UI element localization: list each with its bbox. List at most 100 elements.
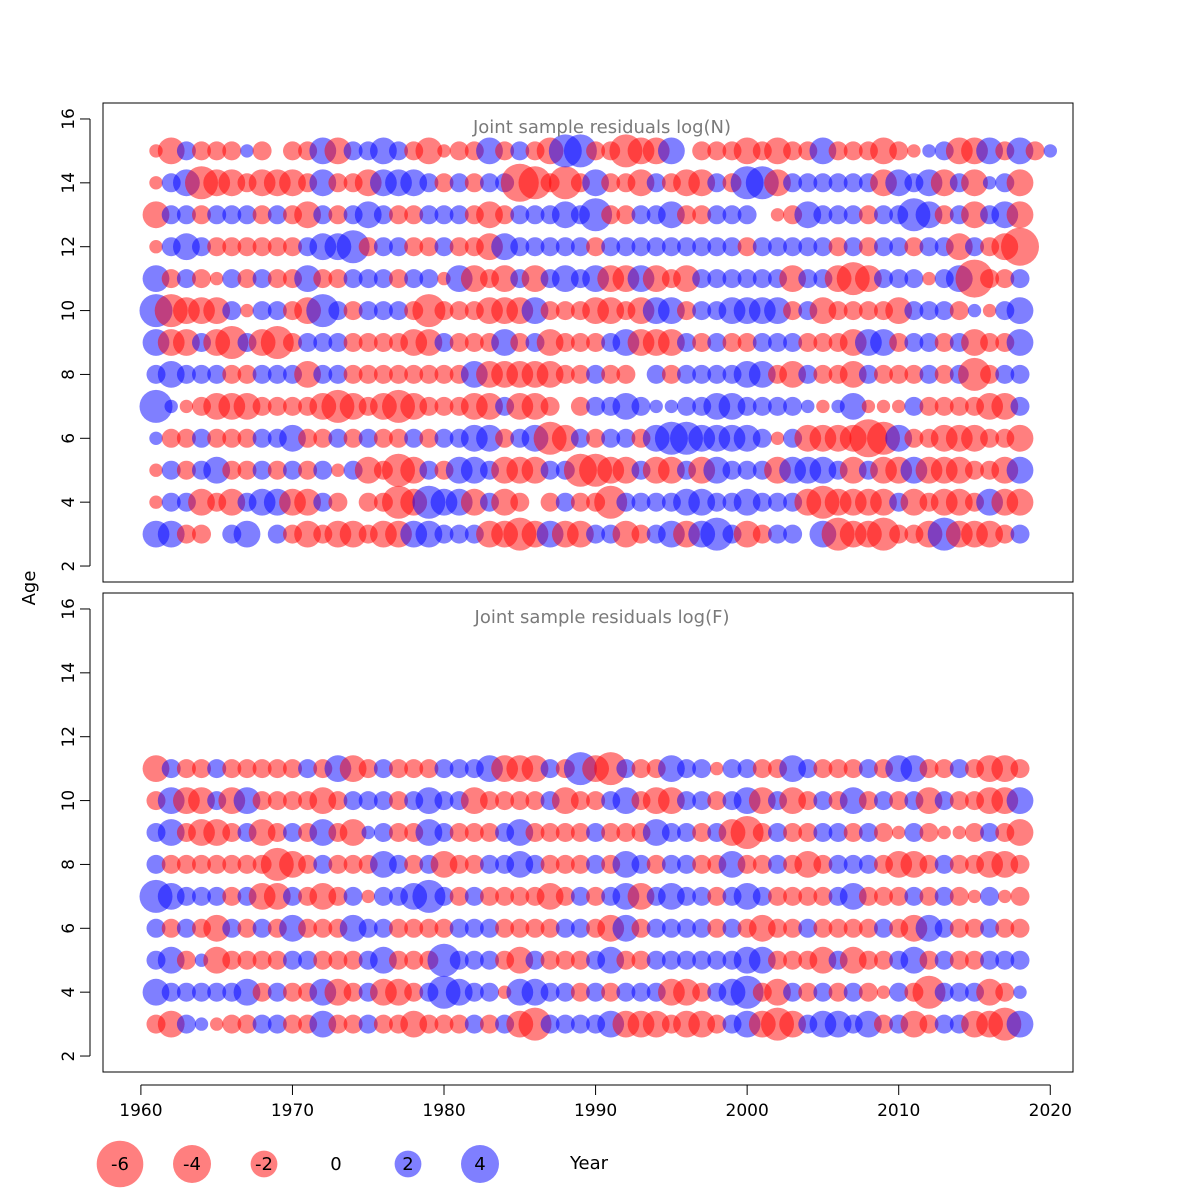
residual-bubble (616, 492, 636, 512)
residual-bubble (506, 819, 534, 846)
residual-bubble (919, 1014, 939, 1034)
residual-bubble (267, 396, 287, 416)
residual-bubble (692, 950, 712, 970)
residual-bubble (551, 787, 579, 814)
residual-bubble (707, 791, 727, 811)
residual-bubble (283, 759, 302, 779)
residual-bubble (419, 396, 439, 416)
residual-bubble (339, 520, 367, 548)
residual-bubble (889, 982, 909, 1002)
residual-bubble (915, 914, 943, 942)
residual-bubble (294, 265, 321, 292)
residual-bubble (949, 886, 969, 906)
residual-bubble (798, 173, 818, 193)
residual-bubble (976, 978, 1003, 1006)
residual-bubble (779, 787, 806, 814)
residual-bubble (904, 269, 924, 289)
residual-bubble (313, 269, 333, 289)
panel-log-n-y-axis: 2 4 6 8 10 12 14 16 (59, 108, 91, 571)
residual-bubble (570, 333, 590, 352)
residual-bubble (324, 137, 352, 165)
residual-bubble (222, 886, 242, 906)
residual-bubble (737, 396, 757, 416)
residual-bubble (464, 1014, 484, 1034)
residual-bubble (995, 524, 1015, 544)
residual-bubble (415, 520, 443, 548)
residual-bubble (464, 950, 484, 970)
residual-bubble (722, 205, 742, 225)
residual-bubble (646, 950, 666, 970)
residual-bubble (980, 950, 1000, 970)
residual-bubble (692, 759, 712, 779)
residual-bubble (328, 364, 348, 384)
residual-bubble (904, 396, 924, 416)
residual-bubble (658, 755, 685, 782)
legend-label: 0 (330, 1154, 341, 1175)
y-tick-label: 16 (59, 108, 79, 130)
residual-bubble (267, 205, 287, 225)
residual-bubble (157, 883, 185, 910)
residual-bubble (722, 460, 742, 480)
residual-bubble (858, 364, 878, 384)
x-tick-label: 2020 (1029, 1101, 1072, 1121)
residual-bubble (783, 823, 803, 842)
residual-bubble (858, 205, 878, 225)
residual-bubble (874, 1014, 893, 1034)
residual-bubble (828, 982, 848, 1002)
residual-bubble (752, 492, 772, 512)
residual-bubble (658, 456, 685, 484)
residual-bubble (779, 361, 806, 388)
residual-bubble (594, 752, 628, 786)
residual-bubble (570, 886, 590, 906)
residual-bubble (419, 205, 439, 225)
residual-bubble (839, 946, 867, 974)
residual-bubble (324, 978, 352, 1006)
residual-bubble (412, 294, 446, 328)
residual-bubble (373, 918, 393, 938)
residual-bubble (540, 823, 560, 842)
residual-bubble (677, 918, 696, 938)
residual-bubble (813, 205, 833, 225)
residual-bubble (400, 456, 428, 484)
residual-bubble (722, 759, 742, 779)
residual-bubble (434, 918, 454, 938)
residual-bubble (1006, 329, 1034, 356)
residual-bubble (449, 173, 469, 193)
residual-bubble (192, 886, 211, 906)
residual-bubble (813, 237, 833, 257)
residual-bubble (874, 886, 893, 906)
residual-bubble (570, 791, 590, 811)
residual-bubble (233, 393, 261, 420)
residual-bubble (415, 329, 443, 356)
residual-bubble (707, 492, 727, 512)
residual-bubble (934, 333, 954, 352)
residual-bubble (252, 301, 272, 321)
residual-bubble (889, 886, 909, 906)
residual-bubble (768, 950, 787, 970)
residual-bubble (907, 144, 921, 158)
residual-bubble (252, 460, 272, 480)
residual-bubble (718, 393, 746, 420)
residual-bubble (358, 918, 378, 938)
residual-bubble (294, 361, 321, 388)
residual-bubble (434, 524, 454, 544)
residual-bubble (203, 297, 231, 324)
residual-bubble (764, 169, 791, 197)
residual-bubble (430, 851, 458, 878)
residual-bubble (233, 520, 261, 548)
residual-bubble (491, 233, 518, 261)
residual-bubble (343, 982, 363, 1002)
residual-bubble (616, 205, 636, 225)
residual-bubble (142, 755, 170, 782)
residual-bubble (658, 787, 685, 814)
residual-bubble (1006, 787, 1034, 814)
residual-bubble (313, 364, 333, 384)
residual-bubble (945, 456, 973, 484)
residual-bubble (995, 950, 1015, 970)
residual-bubble (1043, 144, 1058, 158)
residual-bubble (192, 205, 211, 225)
residual-bubble (915, 787, 943, 814)
residual-bubble (646, 173, 666, 193)
residual-bubble (718, 851, 746, 878)
residual-bubble (298, 918, 318, 938)
